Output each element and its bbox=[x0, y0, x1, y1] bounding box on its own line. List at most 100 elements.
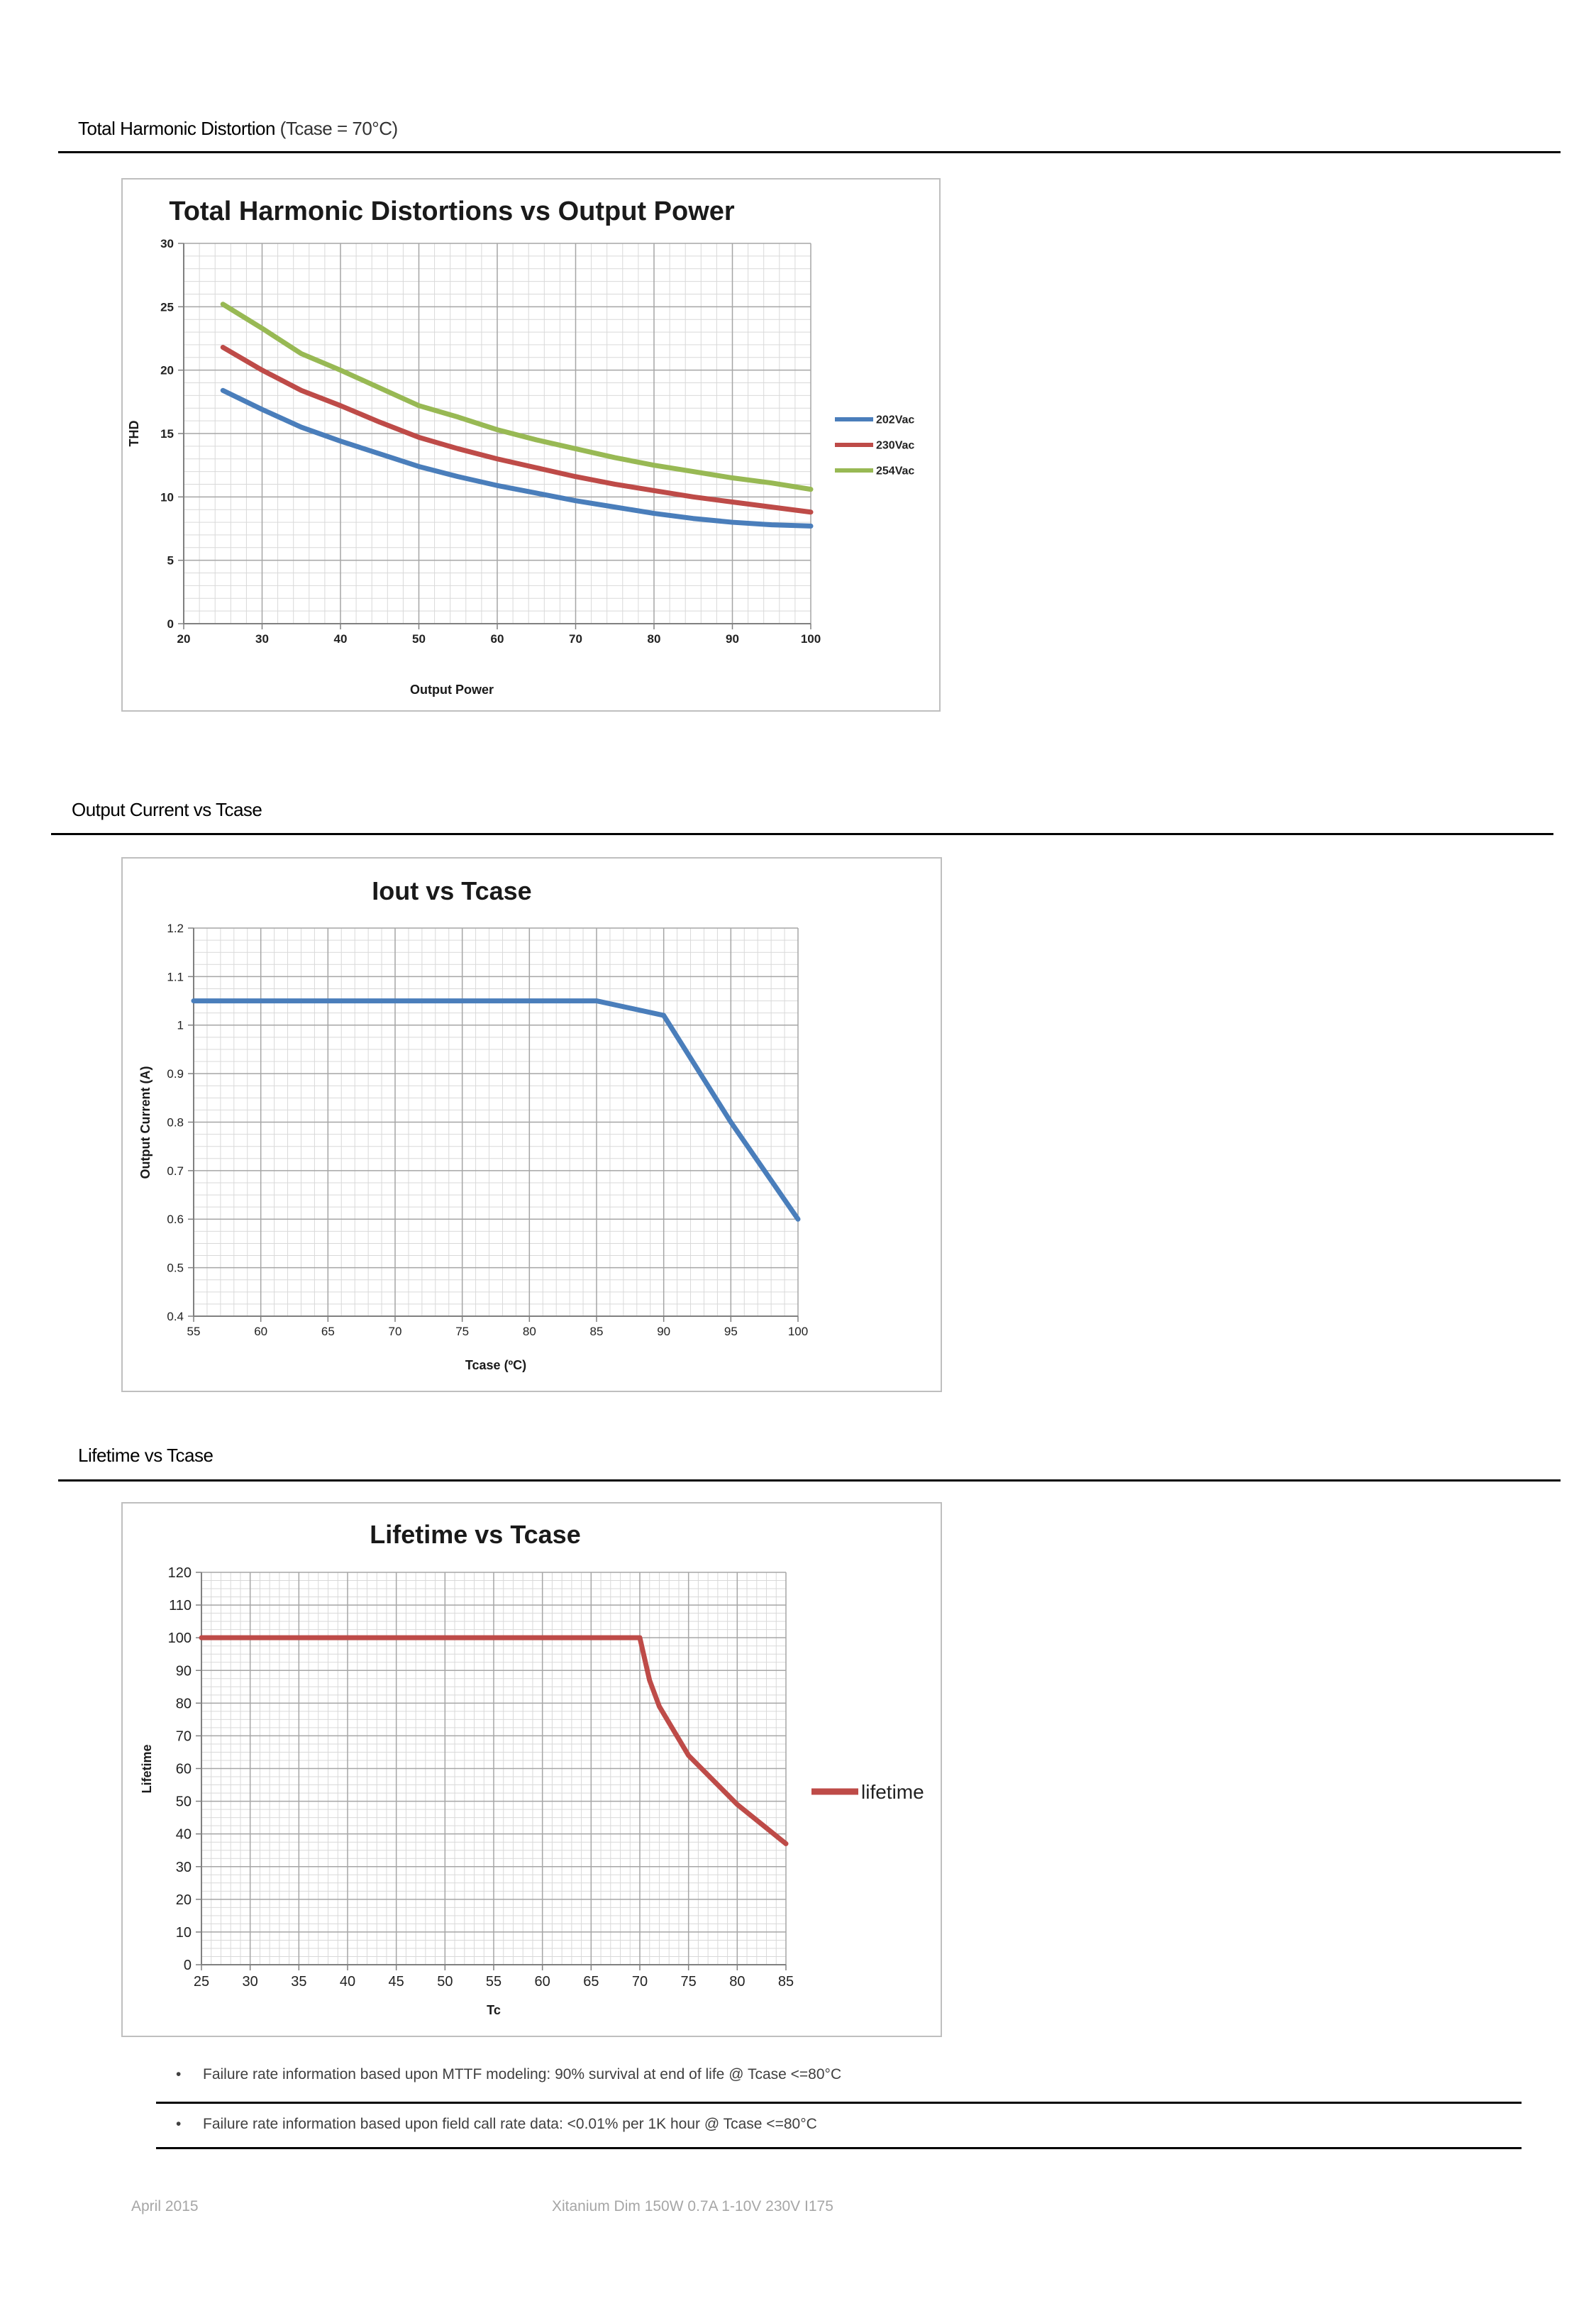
y-tick-label: 80 bbox=[176, 1696, 192, 1711]
y-axis-label: Lifetime bbox=[140, 1744, 154, 1793]
data-point bbox=[379, 421, 380, 423]
legend-label: 202Vac bbox=[876, 414, 914, 426]
y-tick-label: 0.4 bbox=[167, 1310, 184, 1323]
data-point bbox=[575, 448, 576, 449]
thd-section-title-suffix: (Tcase = 70°C) bbox=[279, 118, 398, 139]
thd-section-title: Total Harmonic Distortion (Tcase = 70°C) bbox=[78, 118, 398, 140]
lifetime-chart-svg: 25 30 35 40 45 50 55 60 65 70 75 80 85 0 10 20 30 40 50 60 7… bbox=[140, 1520, 924, 2017]
data-point bbox=[692, 518, 694, 519]
x-tick-label: 45 bbox=[389, 1974, 404, 1990]
x-tick-label: 60 bbox=[535, 1974, 550, 1990]
x-tick-label: 50 bbox=[437, 1974, 453, 1990]
y-tick-label: 120 bbox=[168, 1565, 192, 1581]
y-tick-label: 50 bbox=[176, 1794, 192, 1810]
data-point bbox=[771, 482, 772, 484]
data-point bbox=[497, 429, 498, 431]
data-point bbox=[340, 405, 341, 407]
y-tick-label: 1.2 bbox=[167, 922, 184, 935]
data-point bbox=[653, 513, 655, 514]
note-field-call-text: Failure rate information based upon fiel… bbox=[203, 2116, 817, 2132]
y-tick-label: 0.5 bbox=[167, 1262, 184, 1275]
iout-chart: 55 60 65 70 75 80 85 90 95 100 0.4 0.5 0.6 0.7 0.8 0.9 1… bbox=[121, 857, 942, 1392]
y-tick-label: 0.7 bbox=[167, 1164, 184, 1178]
y-tick-label: 70 bbox=[176, 1728, 192, 1744]
x-tick-label: 90 bbox=[726, 632, 739, 646]
series-line-254Vac bbox=[220, 302, 814, 492]
data-point bbox=[575, 476, 576, 478]
y-tick-label: 15 bbox=[160, 427, 174, 441]
note-rule-1 bbox=[156, 2102, 1522, 2104]
x-axis-label: Tc bbox=[487, 2003, 501, 2017]
y-tick-label: 0.8 bbox=[167, 1115, 184, 1129]
data-point bbox=[497, 485, 498, 486]
y-tick-label: 10 bbox=[160, 490, 174, 504]
x-axis-label: Tcase (ºC) bbox=[465, 1358, 526, 1372]
x-tick-label: 30 bbox=[255, 632, 269, 646]
footer-date: April 2015 bbox=[131, 2198, 199, 2214]
y-tick-label: 5 bbox=[167, 554, 174, 568]
data-point bbox=[797, 1218, 799, 1220]
y-tick-label: 1.1 bbox=[167, 970, 184, 983]
data-point bbox=[536, 439, 537, 441]
thd-chart-svg: 20 30 40 50 60 70 80 90 100 0 5 10 15 20 25 30 Total Har… bbox=[127, 197, 914, 697]
x-tick-label: 80 bbox=[523, 1325, 536, 1338]
x-tick-label: 40 bbox=[340, 1974, 355, 1990]
y-tick-label: 0.9 bbox=[167, 1067, 184, 1081]
data-point bbox=[614, 483, 616, 485]
y-tick-label: 0.6 bbox=[167, 1213, 184, 1226]
thd-section-title-main: Total Harmonic Distortion bbox=[78, 118, 275, 139]
x-axis-label: Output Power bbox=[410, 683, 494, 697]
series-line-230Vac bbox=[220, 345, 814, 515]
x-tick-label: 80 bbox=[648, 632, 661, 646]
x-tick-label: 85 bbox=[590, 1325, 604, 1338]
bullet-icon: • bbox=[176, 2066, 182, 2082]
y-tick-label: 0 bbox=[184, 1958, 192, 1973]
x-tick-label: 60 bbox=[254, 1325, 267, 1338]
y-tick-label: 10 bbox=[176, 1925, 192, 1941]
data-point bbox=[692, 471, 694, 473]
y-tick-label: 0 bbox=[167, 617, 174, 631]
x-tick-label: 70 bbox=[389, 1325, 402, 1338]
note-rule-2 bbox=[156, 2147, 1522, 2149]
y-axis-label: THD bbox=[127, 421, 141, 447]
chart-title: Total Harmonic Distortions vs Output Pow… bbox=[169, 197, 735, 226]
y-tick-label: 1 bbox=[177, 1019, 184, 1032]
y-axis-label: Output Current (A) bbox=[138, 1066, 153, 1179]
y-tick-label: 60 bbox=[176, 1762, 192, 1777]
data-point bbox=[649, 1679, 650, 1681]
x-tick-label: 70 bbox=[632, 1974, 648, 1990]
iout-chart-svg: 55 60 65 70 75 80 85 90 95 100 0.4 0.5 0.6 0.7 0.8 0.9 1… bbox=[138, 876, 808, 1372]
y-tick-label: 110 bbox=[169, 1598, 192, 1613]
y-tick-label: 90 bbox=[176, 1663, 192, 1679]
x-tick-label: 60 bbox=[491, 632, 504, 646]
lifetime-section-rule bbox=[58, 1479, 1561, 1482]
x-tick-label: 25 bbox=[194, 1974, 209, 1990]
x-tick-label: 85 bbox=[778, 1974, 794, 1990]
data-point bbox=[785, 1843, 787, 1844]
x-tick-label: 20 bbox=[177, 632, 191, 646]
thd-section-rule bbox=[58, 151, 1561, 153]
lifetime-section-title-main: Lifetime vs Tcase bbox=[78, 1445, 214, 1466]
legend-label: lifetime bbox=[861, 1781, 924, 1803]
iout-section-title-main: Output Current vs Tcase bbox=[72, 799, 262, 820]
x-tick-label: 55 bbox=[187, 1325, 201, 1338]
y-tick-label: 30 bbox=[160, 237, 174, 250]
legend-label: 254Vac bbox=[876, 465, 914, 478]
x-tick-label: 65 bbox=[583, 1974, 599, 1990]
x-tick-label: 40 bbox=[334, 632, 348, 646]
chart-title: Iout vs Tcase bbox=[372, 876, 531, 905]
x-tick-label: 95 bbox=[724, 1325, 738, 1338]
x-tick-label: 35 bbox=[291, 1974, 306, 1990]
x-tick-label: 80 bbox=[729, 1974, 745, 1990]
x-tick-label: 50 bbox=[412, 632, 426, 646]
lifetime-section-title: Lifetime vs Tcase bbox=[78, 1445, 214, 1467]
x-tick-label: 100 bbox=[801, 632, 821, 646]
data-point bbox=[663, 1015, 665, 1016]
x-tick-label: 75 bbox=[681, 1974, 697, 1990]
lifetime-chart: 25 30 35 40 45 50 55 60 65 70 75 80 85 0 10 20 30 40 50 60 7… bbox=[121, 1502, 942, 2037]
series-line-202Vac bbox=[220, 387, 814, 529]
data-point bbox=[379, 453, 380, 455]
y-tick-label: 100 bbox=[168, 1631, 192, 1646]
x-tick-label: 65 bbox=[321, 1325, 335, 1338]
note-mttf-text: Failure rate information based upon MTTF… bbox=[203, 2066, 842, 2082]
